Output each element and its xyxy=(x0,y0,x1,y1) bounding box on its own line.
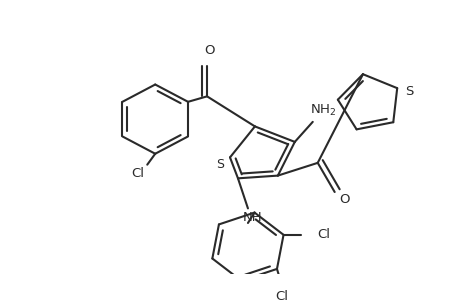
Text: O: O xyxy=(203,44,214,57)
Text: NH: NH xyxy=(243,211,262,224)
Text: Cl: Cl xyxy=(130,167,144,180)
Text: S: S xyxy=(404,85,413,98)
Text: Cl: Cl xyxy=(317,228,330,241)
Text: S: S xyxy=(216,158,224,171)
Text: Cl: Cl xyxy=(275,290,288,300)
Text: NH$_2$: NH$_2$ xyxy=(309,103,335,118)
Text: O: O xyxy=(339,193,349,206)
